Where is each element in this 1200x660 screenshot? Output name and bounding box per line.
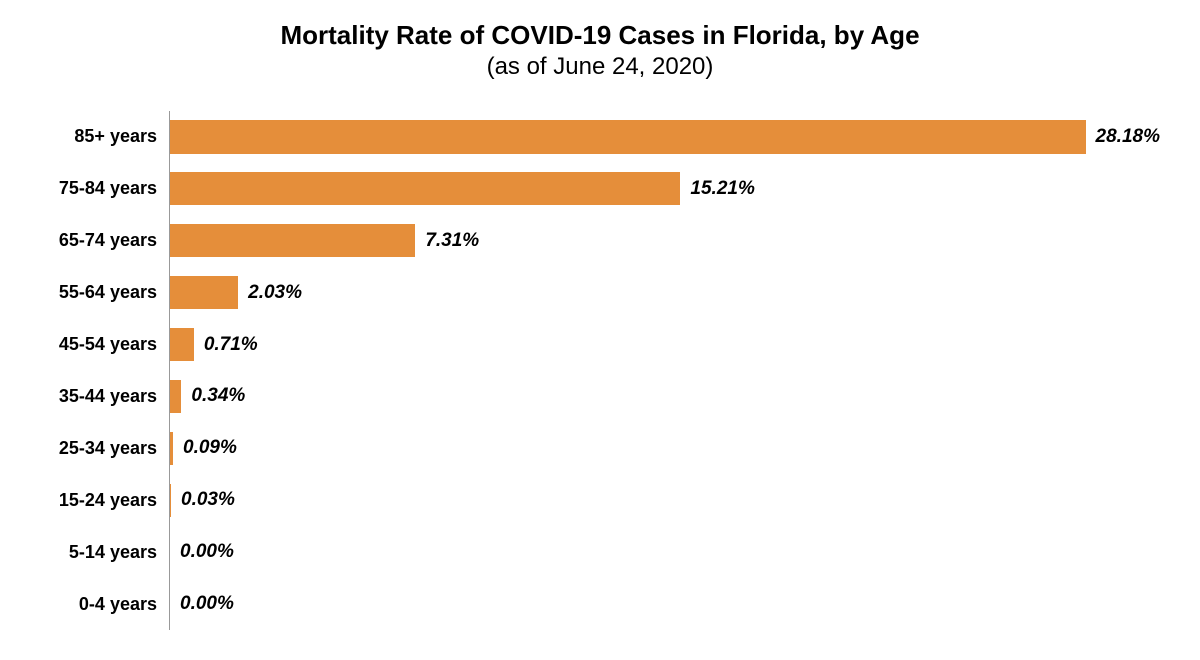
y-label: 35-44 years <box>40 371 169 423</box>
value-label: 28.18% <box>1096 126 1160 148</box>
value-label: 0.71% <box>204 334 258 356</box>
bar <box>170 276 238 309</box>
value-label: 0.00% <box>180 593 234 615</box>
bar <box>170 328 194 361</box>
value-label: 2.03% <box>248 282 302 304</box>
bar-row: 0.00% <box>170 578 1160 630</box>
y-label: 55-64 years <box>40 267 169 319</box>
bar <box>170 224 415 257</box>
bar <box>170 120 1086 153</box>
y-label: 0-4 years <box>40 578 169 630</box>
bar-row: 28.18% <box>170 111 1160 163</box>
y-label: 5-14 years <box>40 526 169 578</box>
bar-row: 0.00% <box>170 526 1160 578</box>
bar <box>170 484 171 517</box>
bar <box>170 380 181 413</box>
y-label: 75-84 years <box>40 163 169 215</box>
chart-title: Mortality Rate of COVID-19 Cases in Flor… <box>40 20 1160 51</box>
y-label: 65-74 years <box>40 215 169 267</box>
bars-area: 28.18% 15.21% 7.31% 2.03% 0.71% 0.34% <box>170 111 1160 630</box>
value-label: 7.31% <box>425 230 479 252</box>
bar-row: 2.03% <box>170 267 1160 319</box>
bar-row: 15.21% <box>170 163 1160 215</box>
bar-row: 0.03% <box>170 474 1160 526</box>
value-label: 0.03% <box>181 489 235 511</box>
y-label: 25-34 years <box>40 422 169 474</box>
value-label: 0.34% <box>191 385 245 407</box>
bar-row: 7.31% <box>170 215 1160 267</box>
bar-row: 0.34% <box>170 371 1160 423</box>
y-label: 85+ years <box>40 111 169 163</box>
bar-row: 0.09% <box>170 422 1160 474</box>
y-axis-labels: 85+ years 75-84 years 65-74 years 55-64 … <box>40 111 170 630</box>
y-label: 15-24 years <box>40 474 169 526</box>
y-label: 45-54 years <box>40 319 169 371</box>
bar-row: 0.71% <box>170 319 1160 371</box>
value-label: 15.21% <box>690 178 754 200</box>
bar <box>170 172 680 205</box>
value-label: 0.09% <box>183 437 237 459</box>
chart-subtitle: (as of June 24, 2020) <box>40 53 1160 81</box>
value-label: 0.00% <box>180 541 234 563</box>
title-block: Mortality Rate of COVID-19 Cases in Flor… <box>40 20 1160 81</box>
plot-area: 85+ years 75-84 years 65-74 years 55-64 … <box>40 111 1160 630</box>
bar <box>170 432 173 465</box>
chart-container: Mortality Rate of COVID-19 Cases in Flor… <box>0 0 1200 660</box>
